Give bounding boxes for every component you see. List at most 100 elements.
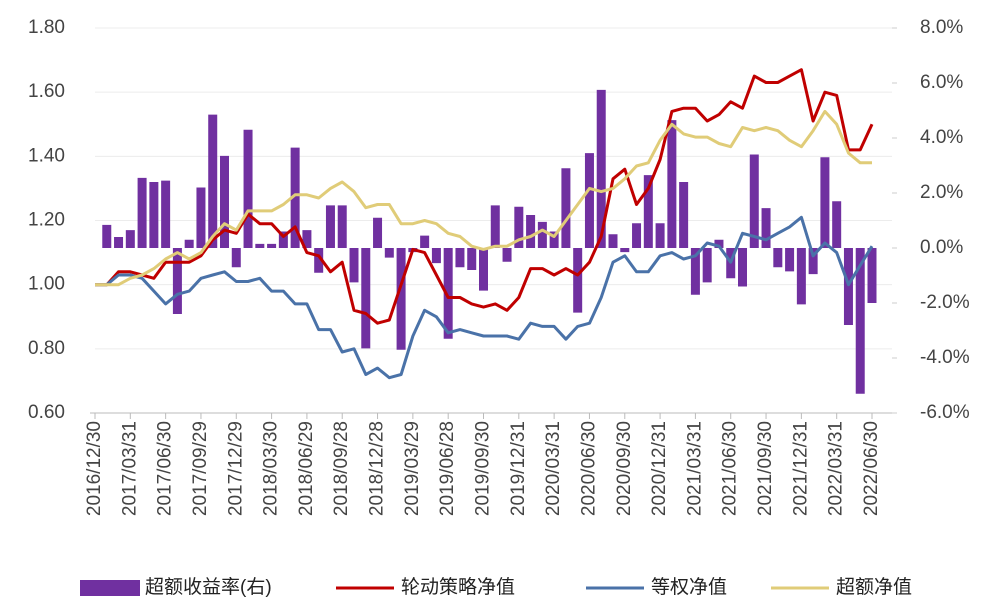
y-tick-label: 0.80 <box>28 338 65 359</box>
bar <box>714 239 724 248</box>
bar <box>632 223 642 248</box>
bar <box>384 248 394 258</box>
line <box>95 109 872 287</box>
y2-tick-label: 2.0% <box>920 182 963 203</box>
legend-item: 超额收益率(右) <box>80 576 272 598</box>
bar <box>667 120 677 248</box>
bar <box>679 182 689 248</box>
x-tick-label: 2022/06/30 <box>861 421 882 516</box>
x-tick-label: 2018/03/30 <box>261 421 282 516</box>
bar <box>161 180 171 248</box>
x-tick-label: 2017/03/31 <box>119 421 140 516</box>
bar <box>479 248 488 291</box>
bar <box>455 248 465 268</box>
x-tick-label: 2019/12/31 <box>508 421 529 516</box>
legend-label: 等权净值 <box>651 576 727 598</box>
bar <box>314 248 324 273</box>
bar <box>490 205 500 248</box>
x-tick-label: 2020/03/31 <box>543 421 564 516</box>
y-tick-label: 1.80 <box>28 17 65 38</box>
line <box>95 215 874 380</box>
bar <box>537 221 547 248</box>
bar <box>690 248 700 295</box>
legend-item: 轮动策略净值 <box>336 576 515 598</box>
bar <box>867 248 877 303</box>
bar <box>749 154 759 248</box>
bar <box>243 129 253 248</box>
legend-swatch <box>80 580 140 596</box>
x-tick-label: 2017/12/29 <box>225 421 246 516</box>
legend-label: 轮动策略净值 <box>401 576 515 598</box>
bar <box>431 248 441 264</box>
y2-tick-label: -2.0% <box>920 292 970 313</box>
bar <box>208 114 218 248</box>
legend-item: 等权净值 <box>586 576 727 598</box>
x-tick-label: 2016/12/30 <box>84 421 105 516</box>
x-tick-label: 2018/09/28 <box>331 421 352 516</box>
bar <box>702 248 712 283</box>
y-tick-label: 1.20 <box>28 210 65 231</box>
bar <box>655 223 665 248</box>
bar <box>420 235 430 248</box>
y-tick-label: 1.40 <box>28 145 65 166</box>
x-tick-label: 2018/12/28 <box>367 421 388 516</box>
bar <box>608 234 618 248</box>
bar <box>137 177 147 248</box>
bar <box>761 208 771 248</box>
bar <box>325 205 335 248</box>
bar <box>820 157 830 248</box>
bar <box>396 248 406 350</box>
bar <box>843 248 853 325</box>
y2-tick-label: -4.0% <box>920 347 970 368</box>
bar <box>278 231 288 248</box>
bar <box>302 230 312 248</box>
bar <box>808 248 818 275</box>
bar <box>620 248 630 253</box>
x-tick-label: 2022/03/31 <box>826 421 847 516</box>
bar <box>373 217 383 248</box>
bar <box>149 182 159 248</box>
bar <box>443 248 453 339</box>
bar <box>549 231 559 248</box>
x-tick-label: 2019/03/29 <box>402 421 423 516</box>
bar <box>220 155 229 248</box>
x-tick-label: 2020/09/30 <box>614 421 635 516</box>
x-tick-label: 2021/09/30 <box>755 421 776 516</box>
y-tick-label: 1.00 <box>28 274 65 295</box>
legend-label: 超额净值 <box>836 576 912 598</box>
bar <box>361 248 371 349</box>
bar <box>514 206 524 248</box>
x-tick-label: 2021/03/31 <box>684 421 705 516</box>
bar <box>290 147 300 248</box>
bar <box>596 89 606 248</box>
bar <box>573 248 583 313</box>
x-tick-label: 2017/06/30 <box>155 421 176 516</box>
y-tick-label: 0.60 <box>28 402 65 423</box>
y2-tick-label: 8.0% <box>920 17 963 38</box>
y2-tick-label: -6.0% <box>920 402 970 423</box>
bar <box>785 248 795 272</box>
bar <box>231 248 241 268</box>
bar <box>125 230 135 248</box>
x-tick-label: 2020/06/30 <box>578 421 599 516</box>
bar <box>738 248 747 287</box>
bar <box>584 153 594 248</box>
x-tick-label: 2021/06/30 <box>720 421 741 516</box>
bar <box>172 248 182 314</box>
bar <box>102 224 112 248</box>
bar <box>184 239 194 248</box>
bar <box>561 168 571 248</box>
bar <box>267 243 277 248</box>
bar <box>773 248 783 268</box>
bar <box>349 248 359 283</box>
bar <box>855 248 865 394</box>
legend-label: 超额收益率(右) <box>145 576 272 598</box>
x-tick-label: 2020/12/31 <box>649 421 670 516</box>
bar <box>502 248 512 262</box>
x-tick-label: 2019/06/28 <box>437 421 458 516</box>
bar <box>255 243 265 248</box>
x-tick-label: 2017/09/29 <box>190 421 211 516</box>
y2-tick-label: 0.0% <box>920 237 963 258</box>
bar <box>467 248 477 270</box>
